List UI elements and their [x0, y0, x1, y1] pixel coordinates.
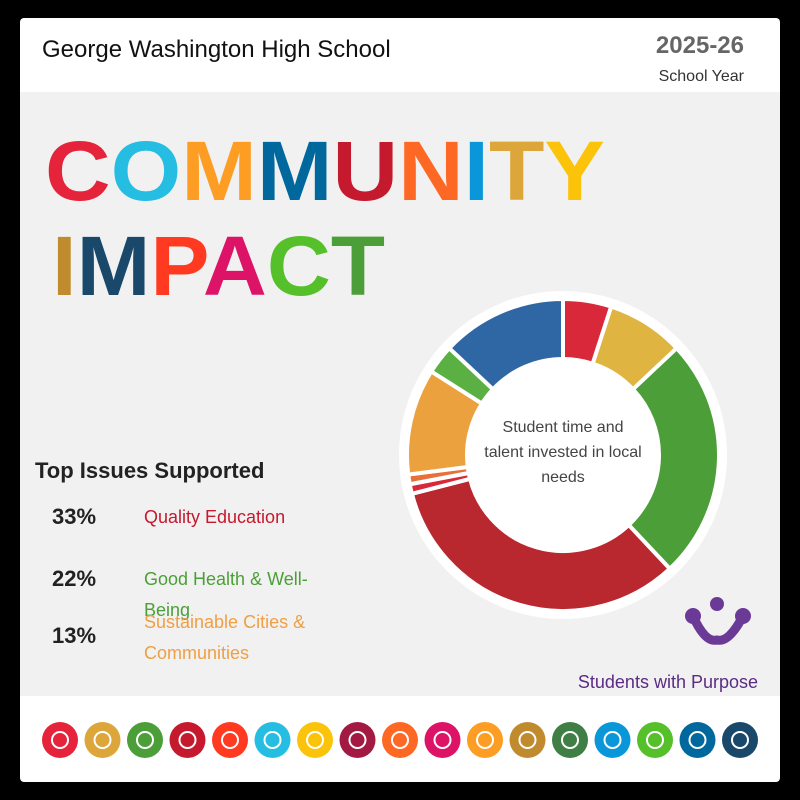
goal-icon-glyph [136, 731, 154, 749]
goal-icon [254, 722, 291, 758]
goal-icon [84, 722, 121, 758]
goal-icon [169, 722, 206, 758]
goal-icon [212, 722, 248, 758]
goal-icon-glyph [221, 731, 239, 749]
goal-icon [42, 722, 78, 758]
goal-icon [637, 722, 673, 758]
graphics: COMMUNITY IMPACT Student time and talent… [42, 124, 758, 758]
school-name: George Washington High School [42, 36, 391, 63]
goal-icon [679, 722, 716, 758]
goal-icon [509, 722, 546, 758]
goal-icon-glyph [561, 731, 579, 749]
title-line: COMMUNITY [45, 124, 605, 218]
goal-icon [552, 722, 588, 758]
issue-label: Good Health & Well-Being [144, 569, 308, 620]
goal-icon-glyph [433, 731, 452, 749]
year: 2025-26 [655, 32, 744, 59]
goal-icon [382, 722, 418, 758]
goal-icon [467, 722, 503, 758]
goal-icon-glyph [306, 731, 324, 749]
issue-label: Quality Education [144, 507, 286, 527]
goal-icon-glyph [603, 731, 622, 749]
donut: Student time and talent invested in loca… [399, 291, 727, 619]
donut-segment [625, 345, 721, 572]
goal-icon [297, 722, 333, 758]
goal-icon [594, 722, 631, 758]
issue-percent: 13% [52, 623, 97, 648]
goal-icon-glyph [476, 731, 494, 749]
tagline: Students with Purpose [577, 672, 758, 692]
goal-icon [339, 722, 376, 758]
goal-icon-glyph [518, 731, 537, 749]
goal-icon [722, 722, 758, 758]
title-line: IMPACT [52, 219, 385, 313]
logo [685, 597, 751, 645]
donut-segment [446, 296, 565, 393]
goal-icon-glyph [391, 731, 409, 749]
card: COMMUNITY IMPACT Student time and talent… [20, 18, 780, 782]
issue-label: Sustainable Cities & Communities [144, 612, 306, 663]
goal-icon-glyph [51, 731, 69, 749]
goal-icon-glyph [688, 731, 707, 749]
year-label: School Year [658, 68, 744, 85]
goal-icon-glyph [348, 731, 367, 749]
goal-icon-glyph [731, 731, 749, 749]
goal-icon-glyph [93, 731, 112, 749]
goal-icon [127, 722, 163, 758]
donut-segment [409, 476, 673, 613]
issue-percent: 22% [52, 566, 97, 591]
donut-center-text: Student time and talent invested in loca… [484, 419, 642, 486]
goal-icon-glyph [178, 731, 197, 749]
issues-heading: Top Issues Supported [35, 458, 265, 483]
goal-icon [424, 722, 461, 758]
issue-percent: 33% [52, 504, 97, 529]
goal-icon-glyph [646, 731, 664, 749]
donut-center: Student time and talent invested in loca… [484, 419, 642, 486]
goal-icon-glyph [263, 731, 282, 749]
goal-icons [42, 722, 758, 758]
